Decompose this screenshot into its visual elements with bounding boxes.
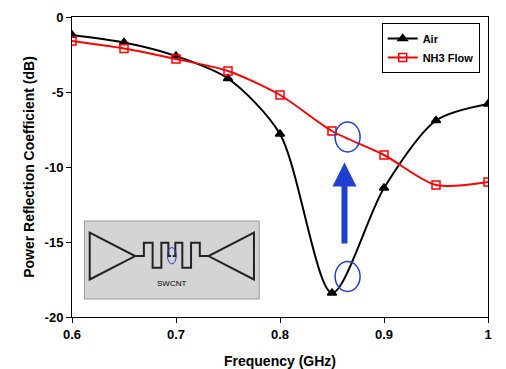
svg-text:1: 1 [484, 327, 491, 342]
svg-text:SWCNT: SWCNT [157, 279, 186, 288]
svg-text:-10: -10 [45, 160, 64, 175]
svg-text:0.7: 0.7 [167, 327, 185, 342]
svg-text:-5: -5 [52, 85, 64, 100]
svg-text:-20: -20 [45, 310, 64, 325]
svg-text:Air: Air [423, 33, 439, 45]
svg-text:0.6: 0.6 [63, 327, 81, 342]
svg-text:0.9: 0.9 [375, 327, 393, 342]
svg-text:NH3 Flow: NH3 Flow [423, 52, 474, 64]
svg-text:0.8: 0.8 [271, 327, 289, 342]
svg-text:Frequency (GHz): Frequency (GHz) [224, 353, 336, 369]
svg-text:-15: -15 [45, 235, 64, 250]
svg-text:0: 0 [56, 10, 63, 25]
svg-text:Power Reflection Coefficient (: Power Reflection Coefficient (dB) [21, 56, 37, 278]
